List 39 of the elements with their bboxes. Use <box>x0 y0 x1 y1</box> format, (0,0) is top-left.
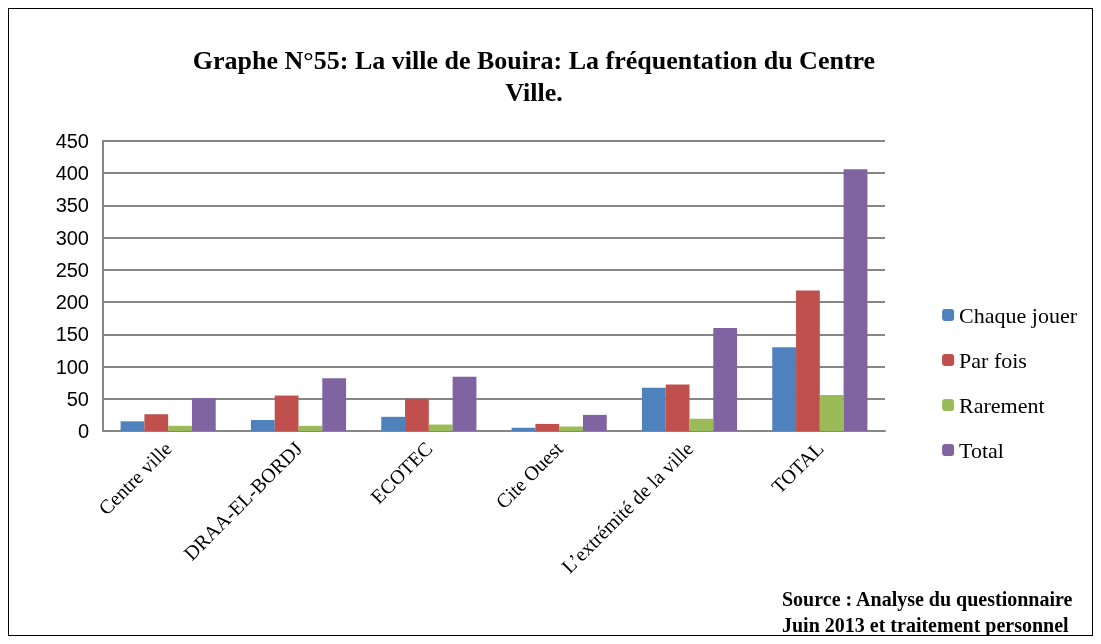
bar <box>250 420 275 431</box>
y-tick-label: 450 <box>55 130 89 152</box>
y-tick-label: 50 <box>66 387 89 410</box>
y-tick-label: 200 <box>55 291 89 314</box>
bar <box>843 169 868 431</box>
bar <box>796 290 820 431</box>
bar <box>772 347 797 431</box>
bar <box>452 376 477 431</box>
y-tick-label: 0 <box>77 420 89 442</box>
bar <box>511 427 536 431</box>
legend-label: Rarement <box>959 392 1045 418</box>
y-tick-label: 400 <box>55 162 89 185</box>
bar <box>535 423 560 431</box>
bar <box>713 327 738 431</box>
bar <box>322 378 347 431</box>
y-tick-label: 300 <box>55 226 89 249</box>
bar <box>641 387 666 431</box>
bar <box>689 418 714 431</box>
chart-title: Graphe N°55: La ville de Bouira: La fréquentation du Centre Ville. <box>192 45 876 107</box>
bar <box>168 425 192 431</box>
bar <box>819 394 844 431</box>
bar <box>559 426 583 431</box>
bar <box>120 421 145 431</box>
bar <box>144 414 169 431</box>
bar <box>298 425 323 431</box>
bar <box>582 414 607 431</box>
y-tick-label: 150 <box>55 323 89 346</box>
bar <box>191 398 216 431</box>
bar <box>428 424 453 431</box>
bar <box>274 395 299 431</box>
legend-label: Par fois <box>959 347 1027 373</box>
bar <box>405 398 429 431</box>
y-tick-label: 250 <box>55 258 89 281</box>
y-tick-label: 100 <box>55 355 89 378</box>
bar <box>381 416 406 431</box>
legend-label: Total <box>959 437 1004 463</box>
legend-label: Chaque jouer <box>959 302 1078 328</box>
y-tick-label: 350 <box>55 194 89 217</box>
bar <box>665 384 690 431</box>
